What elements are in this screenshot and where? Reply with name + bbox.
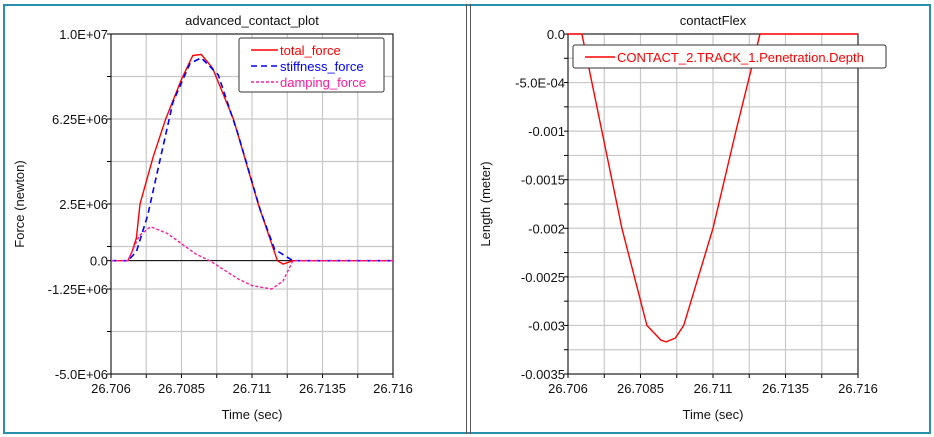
legend-label: total_force	[280, 43, 341, 58]
y-tick-label: -0.0015	[521, 173, 565, 188]
y-tick-label: 0.0	[90, 254, 108, 269]
chart-1: 26.706 26.7085 26.711 26.7135 26.716 0.0 -5.0E…	[478, 13, 887, 422]
x-tick-label: 26.711	[694, 381, 733, 396]
x-tick-label: 26.711	[233, 381, 272, 396]
panel-divider[interactable]	[466, 4, 471, 434]
y-tick-label: -0.001	[528, 124, 565, 139]
x-tick-label: 26.7135	[762, 381, 809, 396]
y-tick-label: 2.5E+06	[59, 197, 108, 212]
y-axis-label: Length (meter)	[478, 161, 493, 246]
chart-title: contactFlex	[680, 13, 747, 28]
legend-label: CONTACT_2.TRACK_1.Penetration.Depth	[617, 50, 864, 65]
legend-label: damping_force	[280, 75, 366, 90]
y-tick-label: -0.0035	[521, 367, 565, 382]
x-tick-label: 26.716	[838, 381, 878, 396]
y-tick-label: -0.003	[528, 318, 565, 333]
y-tick-label: 1.0E+07	[59, 27, 108, 42]
plot-area[interactable]	[110, 33, 394, 375]
y-tick-label: -0.0025	[521, 270, 565, 285]
y-tick-label: -5.0E-04	[515, 76, 565, 91]
series-line-damping_force	[111, 225, 393, 290]
x-axis-label: Time (sec)	[222, 407, 283, 422]
plot-area[interactable]	[567, 33, 859, 375]
legend[interactable]: CONTACT_2.TRACK_1.Penetration.Depth	[572, 44, 887, 69]
x-axis-label: Time (sec)	[683, 407, 744, 422]
x-tick-label: 26.706	[548, 381, 588, 396]
y-tick-label: -5.0E+06	[55, 367, 108, 382]
chart-title: advanced_contact_plot	[185, 13, 319, 28]
x-tick-label: 26.706	[91, 381, 131, 396]
x-tick-label: 26.7085	[617, 381, 664, 396]
y-tick-label: 6.25E+06	[52, 112, 108, 127]
window-frame	[3, 4, 931, 434]
y-tick-label: -1.25E+06	[48, 282, 108, 297]
y-tick-label: 0.0	[547, 27, 565, 42]
legend-box	[572, 44, 887, 69]
x-tick-label: 26.7085	[158, 381, 205, 396]
legend-box	[238, 37, 385, 93]
x-tick-label: 26.716	[373, 381, 413, 396]
legend-label: stiffness_force	[280, 59, 364, 74]
chart-0: 26.706 26.7085 26.711 26.7135 26.716 1.0E+07 6…	[12, 13, 413, 422]
x-tick-label: 26.7135	[299, 381, 346, 396]
series-line-CONTACT_2.TRACK_1.Penetration.Depth	[568, 33, 858, 343]
series-line-total_force	[111, 53, 393, 265]
series-line-stiffness_force	[111, 56, 393, 262]
y-axis-label: Force (newton)	[12, 160, 27, 247]
y-tick-label: -0.002	[528, 221, 565, 236]
